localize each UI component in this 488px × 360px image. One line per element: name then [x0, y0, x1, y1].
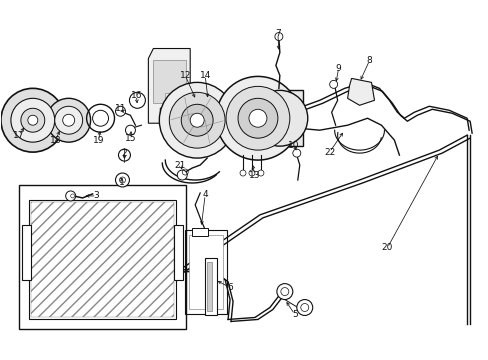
Bar	[252, 90, 302, 146]
Text: 5: 5	[291, 310, 297, 319]
Text: 13: 13	[249, 171, 260, 180]
Circle shape	[11, 98, 55, 142]
Text: 6: 6	[227, 283, 232, 292]
Circle shape	[225, 86, 289, 150]
Text: 12: 12	[179, 71, 190, 80]
Text: 19: 19	[93, 136, 104, 145]
Text: 2: 2	[122, 149, 127, 158]
Bar	[174, 225, 183, 280]
Bar	[22, 225, 31, 280]
Text: 17: 17	[13, 131, 24, 140]
Text: 22: 22	[324, 148, 335, 157]
Bar	[19, 185, 186, 329]
Circle shape	[159, 82, 235, 158]
Circle shape	[65, 191, 76, 201]
Text: 15: 15	[124, 134, 136, 143]
Circle shape	[169, 92, 224, 148]
Circle shape	[55, 106, 82, 134]
Polygon shape	[153, 60, 186, 103]
Circle shape	[251, 90, 307, 146]
Text: 3: 3	[94, 192, 99, 201]
Polygon shape	[148, 49, 190, 123]
Polygon shape	[347, 78, 374, 105]
Text: 21: 21	[174, 161, 185, 170]
Text: 4: 4	[202, 190, 207, 199]
Text: 16: 16	[130, 91, 142, 100]
Circle shape	[248, 109, 266, 127]
Circle shape	[216, 76, 299, 160]
Circle shape	[248, 170, 254, 176]
Text: 10: 10	[287, 141, 299, 150]
Text: 20: 20	[381, 243, 392, 252]
Circle shape	[115, 173, 129, 187]
Text: 14: 14	[199, 71, 210, 80]
Bar	[189, 235, 223, 310]
Bar	[29, 200, 176, 319]
Circle shape	[258, 170, 264, 176]
Circle shape	[115, 106, 125, 116]
Circle shape	[118, 149, 130, 161]
Text: 8: 8	[366, 56, 372, 65]
Circle shape	[28, 115, 38, 125]
Text: 11: 11	[115, 104, 126, 113]
Circle shape	[274, 32, 282, 41]
Circle shape	[1, 88, 64, 152]
Text: 7: 7	[274, 29, 280, 38]
Bar	[207, 262, 212, 311]
Circle shape	[190, 113, 203, 127]
Bar	[31, 202, 174, 318]
Text: 18: 18	[50, 136, 61, 145]
Circle shape	[276, 284, 292, 300]
Circle shape	[329, 80, 337, 88]
Circle shape	[296, 300, 312, 315]
Circle shape	[238, 98, 277, 138]
Circle shape	[125, 125, 135, 135]
Bar	[192, 228, 208, 236]
Circle shape	[47, 98, 90, 142]
Circle shape	[181, 104, 213, 136]
Bar	[205, 258, 217, 315]
Text: 9: 9	[335, 64, 341, 73]
Circle shape	[240, 170, 245, 176]
Circle shape	[62, 114, 75, 126]
Bar	[185, 230, 226, 315]
Text: 1: 1	[119, 179, 124, 188]
Circle shape	[177, 170, 187, 180]
Circle shape	[21, 108, 45, 132]
Circle shape	[292, 149, 300, 157]
